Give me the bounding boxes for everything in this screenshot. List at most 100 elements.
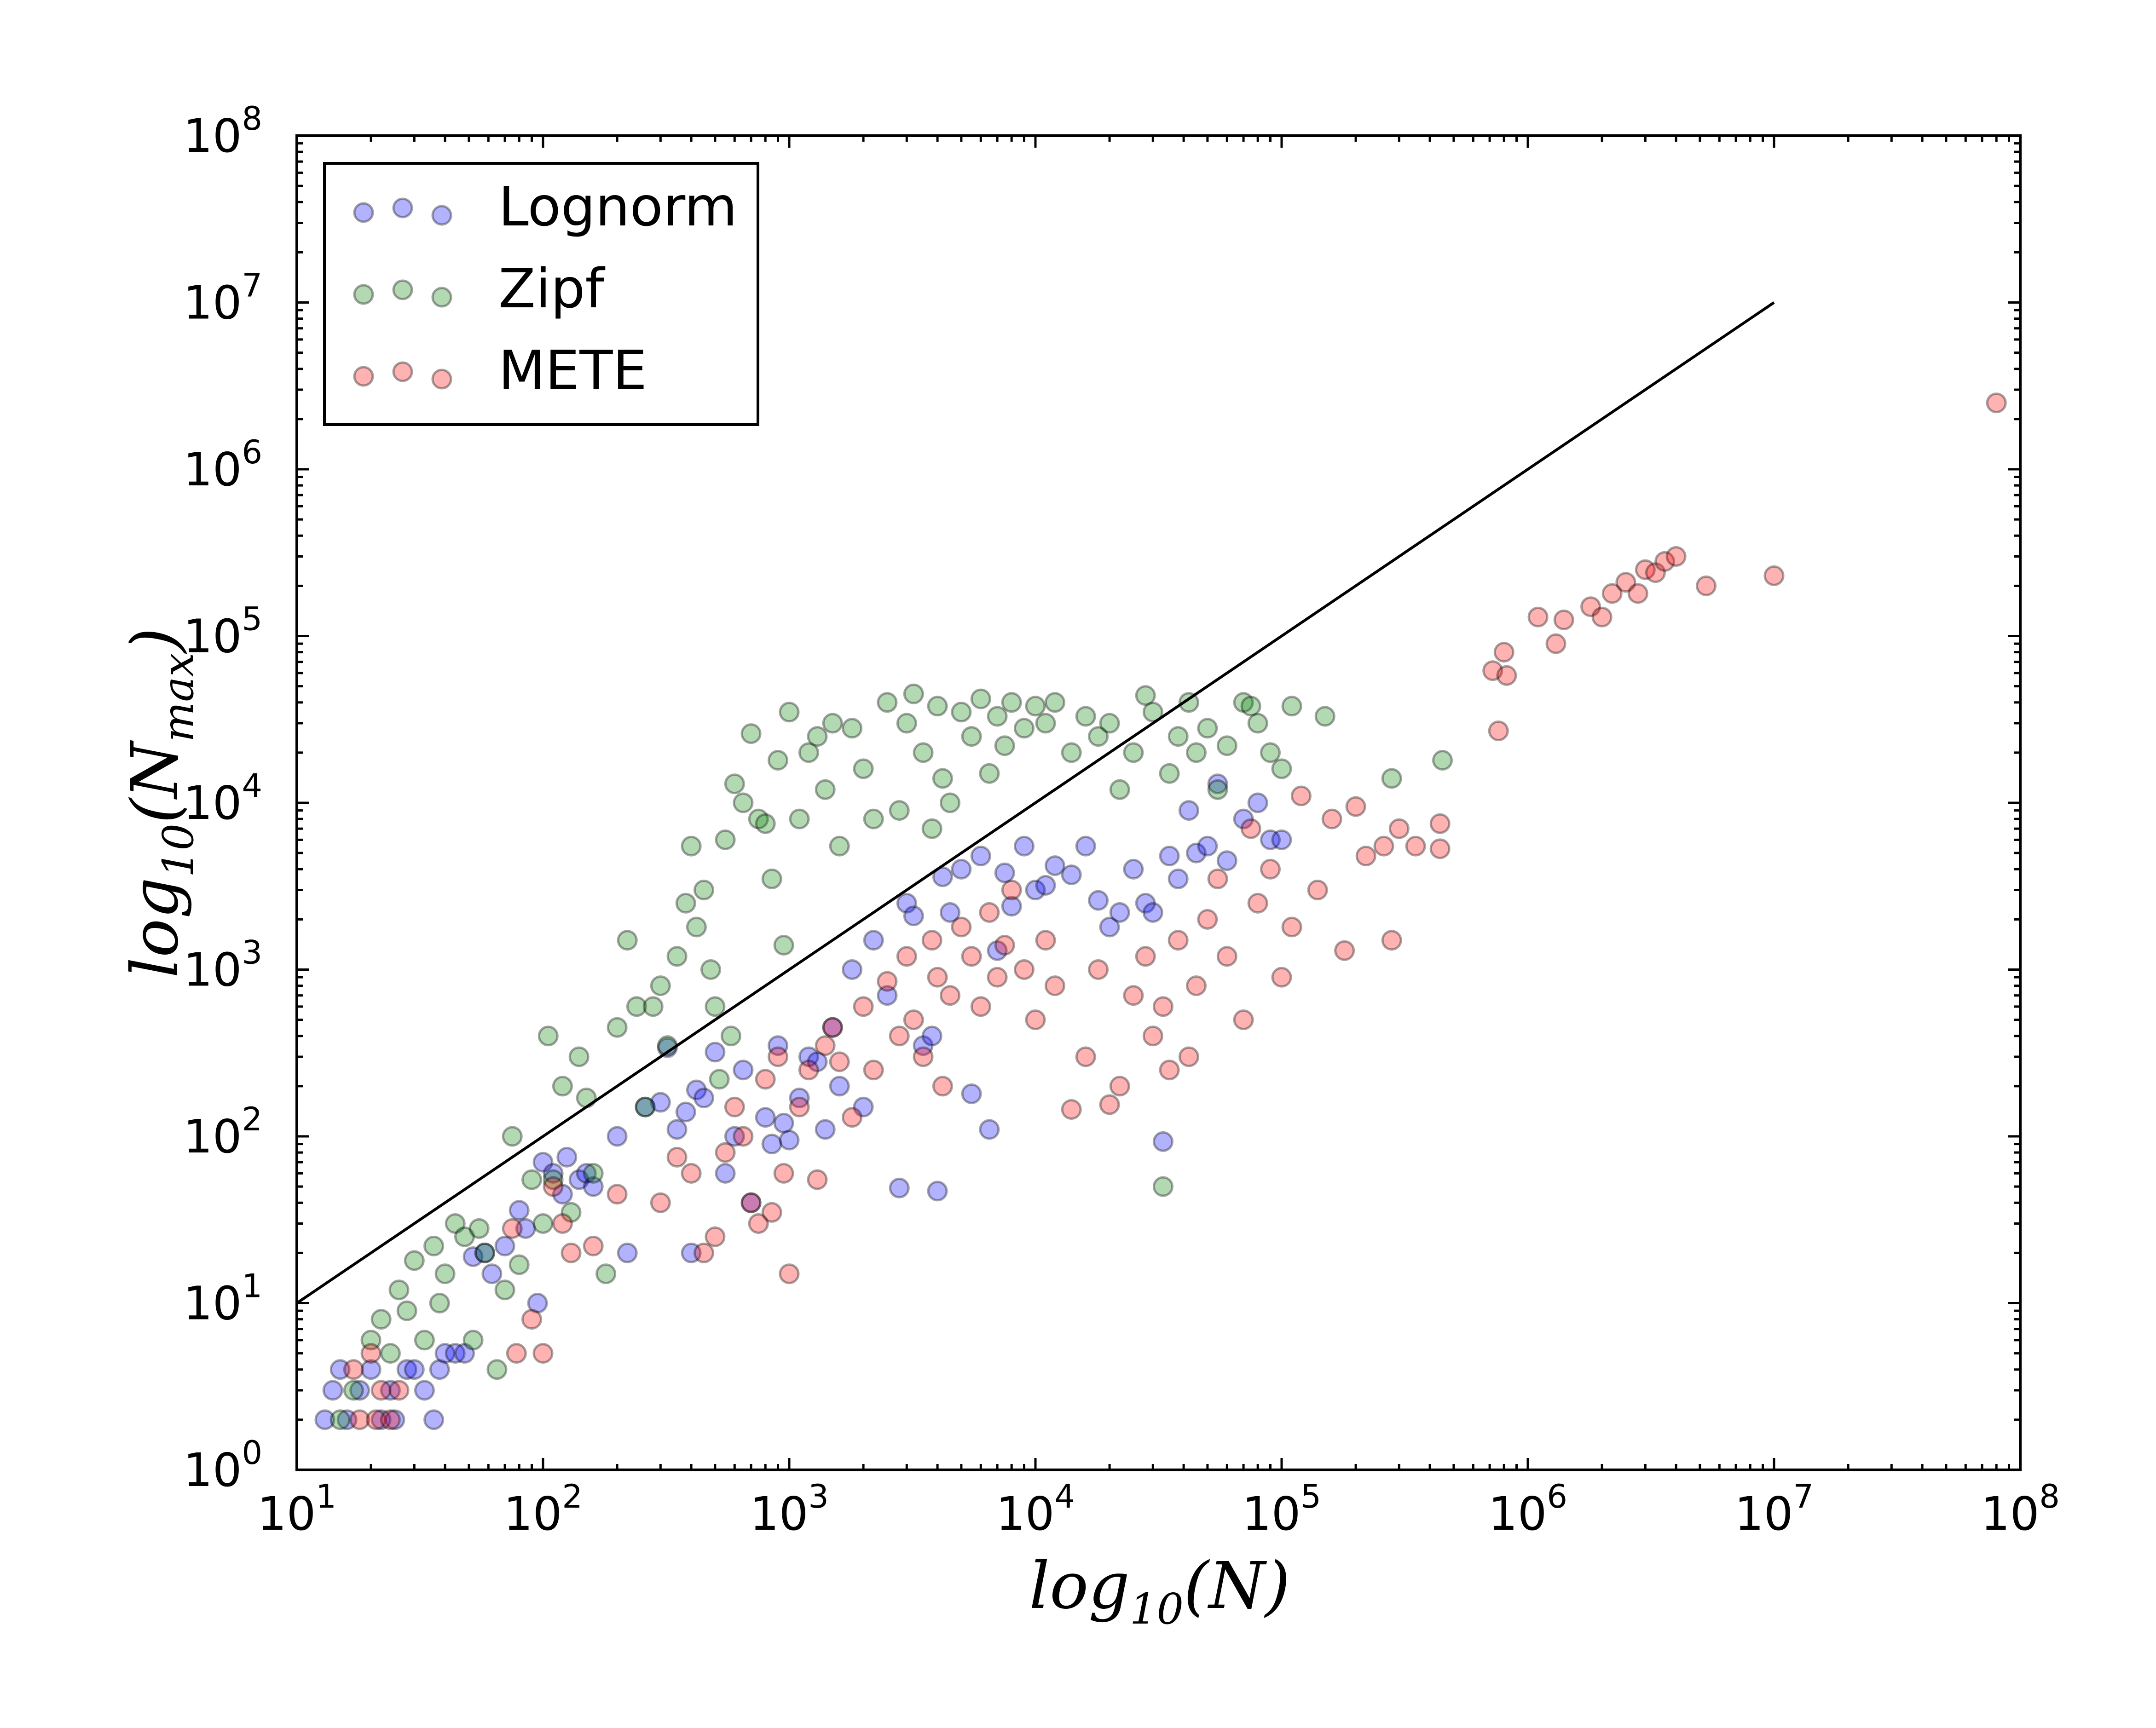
data-point-zipf (360, 1330, 381, 1351)
data-point-lognorm (396, 1359, 417, 1380)
data-point-mete (1260, 858, 1281, 880)
data-point-mete (903, 1009, 924, 1031)
data-point-zipf (1025, 696, 1046, 717)
data-point-mete (1044, 975, 1065, 996)
legend-marker-lognorm (353, 202, 374, 223)
data-point-mete (913, 1046, 934, 1067)
data-point-mete (853, 996, 874, 1017)
legend-marker-zipf (392, 279, 413, 300)
data-point-mete (1168, 930, 1189, 951)
x-tick-label: 101 (257, 1478, 336, 1541)
data-point-lognorm (724, 1126, 745, 1147)
data-point-zipf (404, 1250, 425, 1271)
data-points (314, 392, 2007, 1430)
legend: Lognorm Zipf METE (323, 162, 759, 426)
data-point-lognorm (556, 1146, 578, 1168)
data-point-zipf (740, 723, 762, 744)
data-point-mete (561, 1242, 582, 1263)
data-point-lognorm (779, 1129, 800, 1151)
data-point-lognorm (815, 1119, 836, 1140)
data-point-mete (694, 1242, 714, 1263)
data-point-lognorm (1178, 800, 1199, 821)
data-point-lognorm (1186, 842, 1207, 864)
x-tick-label: 103 (750, 1478, 829, 1541)
data-point-mete (1635, 559, 1656, 580)
data-point-lognorm (329, 1359, 351, 1380)
data-point-zipf (815, 779, 836, 800)
data-point-zipf (979, 763, 1000, 784)
data-point-mete (1986, 392, 2007, 414)
x-tick-label: 104 (996, 1478, 1075, 1541)
data-point-zipf (705, 996, 726, 1017)
data-point-mete (1645, 562, 1666, 583)
data-point-mete (1159, 1060, 1180, 1081)
legend-markers (353, 197, 452, 390)
data-point-zipf (913, 742, 934, 763)
y-tick-label: 108 (183, 100, 262, 163)
data-point-mete (1405, 835, 1426, 857)
data-point-mete (1493, 642, 1514, 663)
data-point-mete (715, 1142, 736, 1163)
data-point-lognorm (445, 1343, 466, 1364)
data-point-lognorm (650, 1092, 671, 1113)
data-point-zipf (1044, 692, 1065, 713)
data-point-mete (607, 1184, 628, 1205)
data-point-lognorm (675, 1101, 696, 1123)
data-point-zipf (1168, 726, 1189, 747)
data-point-lognorm (552, 1184, 573, 1205)
data-point-lognorm (423, 1409, 445, 1430)
x-tick-label: 106 (1488, 1478, 1567, 1541)
data-point-mete (1197, 909, 1218, 930)
data-point-zipf (807, 726, 828, 747)
data-point-zipf (583, 1163, 604, 1184)
data-point-mete (343, 1359, 364, 1380)
data-point-lognorm (927, 1181, 948, 1202)
data-point-lognorm (434, 1343, 456, 1364)
y-tick-label: 102 (183, 1100, 262, 1164)
legend-frame (323, 162, 759, 426)
data-point-zipf (396, 1300, 417, 1321)
data-point-lognorm (481, 1263, 503, 1284)
data-point-lognorm (822, 1017, 843, 1038)
data-point-lognorm (1099, 916, 1120, 938)
data-point-zipf (494, 1279, 515, 1301)
data-point-zipf (761, 868, 782, 889)
data-point-zipf (700, 959, 721, 980)
y-tick-label: 105 (183, 600, 262, 663)
data-point-mete (1381, 930, 1402, 951)
data-point-mete (748, 1213, 769, 1234)
data-point-mete (740, 1192, 762, 1213)
data-point-mete (1345, 796, 1366, 817)
data-point-lognorm (462, 1246, 484, 1267)
data-point-zipf (1123, 742, 1144, 763)
data-point-lognorm (789, 1088, 810, 1108)
data-point-zipf (538, 1025, 559, 1047)
data-point-lognorm (1025, 880, 1046, 900)
data-point-mete (1334, 940, 1355, 961)
data-point-lognorm (1271, 829, 1292, 850)
data-point-mete (1482, 660, 1503, 681)
data-point-lognorm (404, 1359, 425, 1380)
data-point-zipf (434, 1263, 456, 1284)
data-point-zipf (1142, 702, 1163, 723)
data-point-zipf (1260, 742, 1281, 763)
data-point-mete (1488, 720, 1509, 742)
data-point-lognorm (1001, 896, 1022, 917)
data-point-mete (724, 1096, 745, 1117)
data-point-lognorm (740, 1192, 762, 1213)
data-point-lognorm (429, 1359, 450, 1380)
data-point-mete (961, 946, 982, 967)
data-point-zipf (1247, 713, 1268, 734)
data-point-lognorm (913, 1035, 934, 1056)
data-point-mete (506, 1343, 527, 1364)
data-point-mete (349, 1409, 370, 1430)
legend-label-zipf: Zipf (498, 257, 606, 320)
data-point-zipf (1281, 696, 1302, 717)
data-point-lognorm (360, 1359, 381, 1380)
data-point-zipf (789, 808, 810, 829)
data-point-lognorm (877, 985, 898, 1006)
data-point-zipf (462, 1330, 484, 1351)
data-point-lognorm (896, 893, 917, 914)
data-point-mete (1099, 1094, 1120, 1115)
data-point-lognorm (617, 1242, 638, 1263)
